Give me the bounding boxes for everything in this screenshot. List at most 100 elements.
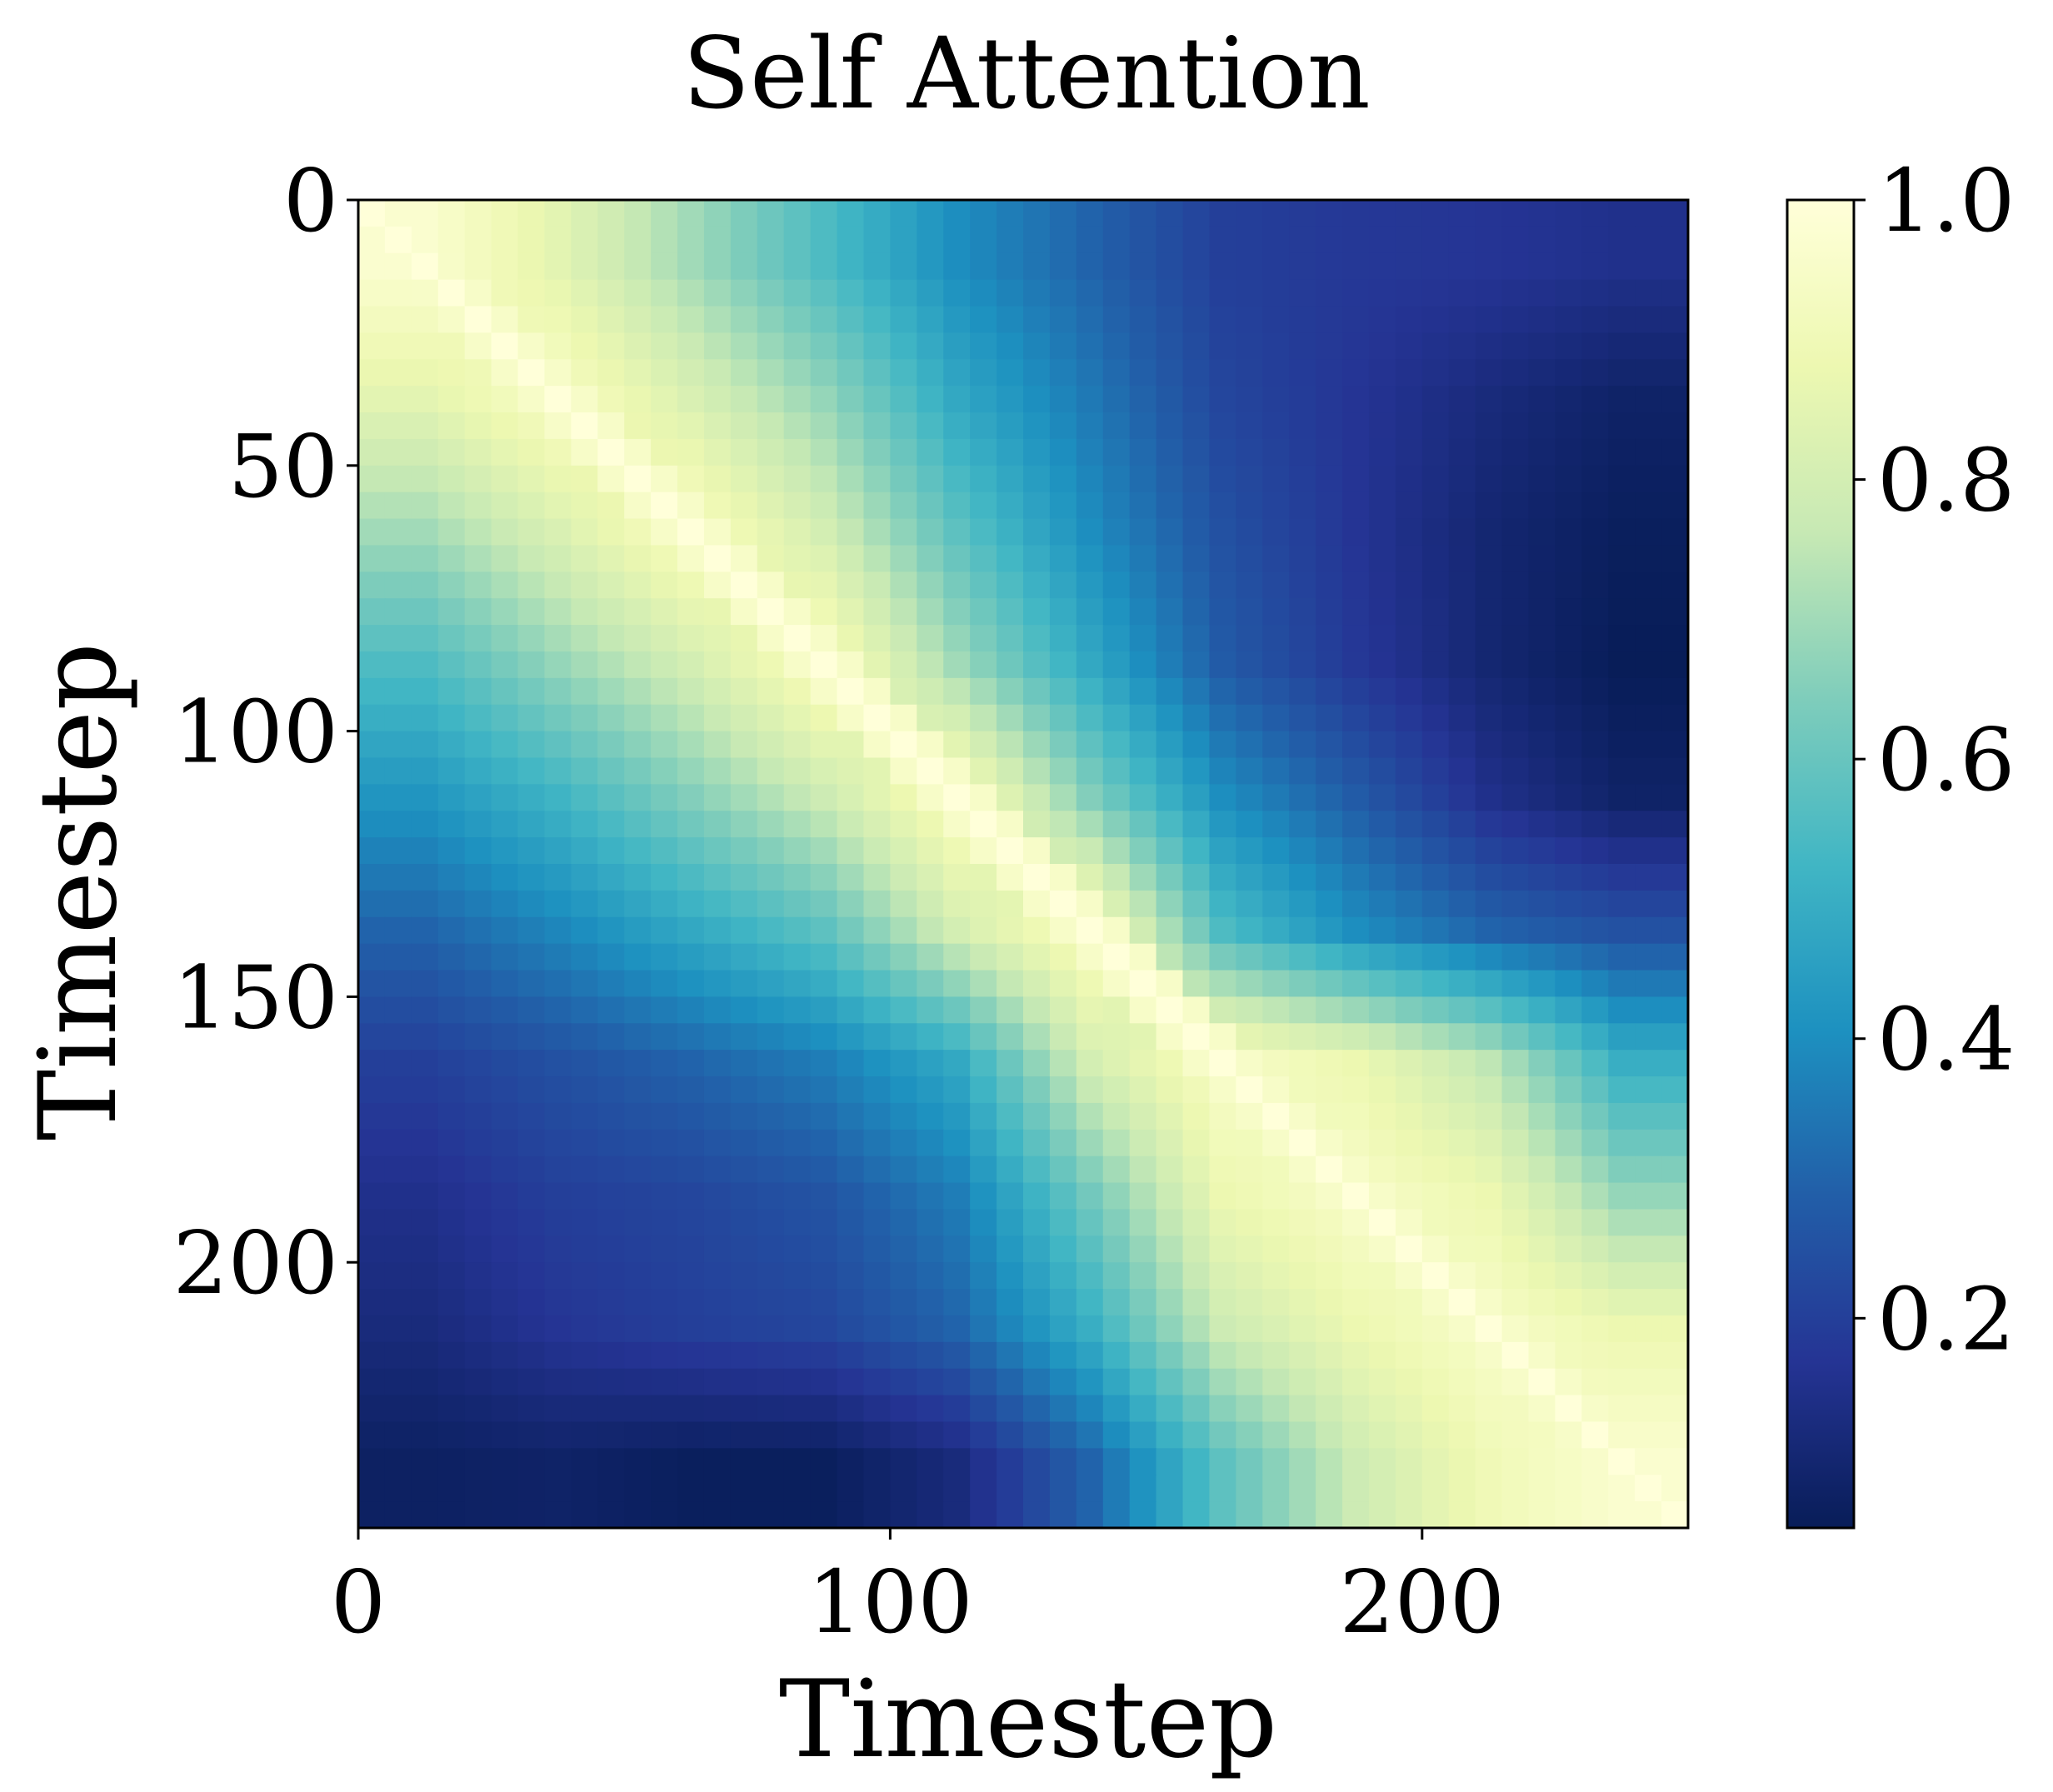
heatmap-cell (1448, 1102, 1476, 1131)
heatmap-cell (491, 386, 519, 413)
heatmap-cell (1555, 1209, 1582, 1236)
heatmap-cell (1635, 1156, 1662, 1184)
heatmap-cell (651, 492, 678, 520)
heatmap-cell (517, 731, 546, 759)
heatmap-cell (651, 1102, 678, 1131)
heatmap-cell (1262, 465, 1290, 493)
heatmap-cell (651, 1023, 678, 1051)
heatmap-cell (810, 1235, 838, 1263)
heatmap-cell (597, 572, 625, 599)
heatmap-cell (837, 279, 865, 307)
heatmap-cell (1342, 518, 1370, 547)
heatmap-cell (917, 200, 944, 227)
heatmap-cell (1236, 598, 1263, 626)
heatmap-cell (757, 412, 785, 440)
heatmap-cell (464, 1315, 492, 1343)
heatmap-cell (1049, 598, 1077, 626)
heatmap-cell (1289, 677, 1316, 706)
heatmap-cell (1635, 837, 1662, 865)
heatmap-cell (597, 1182, 625, 1210)
heatmap-cell (1475, 996, 1503, 1024)
heatmap-cell (651, 332, 678, 360)
heatmap-cell (1501, 970, 1530, 997)
heatmap-cell (384, 996, 412, 1024)
heatmap-cell (783, 306, 812, 333)
heatmap-cell (810, 890, 838, 918)
heatmap-cell (624, 359, 652, 387)
heatmap-cell (730, 916, 758, 945)
heatmap-cell (1182, 386, 1211, 413)
heatmap-cell (437, 890, 466, 918)
heatmap-cell (1421, 677, 1450, 706)
heatmap-cell (917, 1448, 944, 1475)
heatmap-cell (1316, 1209, 1343, 1236)
heatmap-cell (651, 518, 678, 547)
heatmap-cell (1501, 572, 1530, 599)
heatmap-cell (544, 572, 572, 599)
heatmap-cell (1129, 731, 1157, 759)
heatmap-cell (491, 1501, 519, 1528)
heatmap-cell (970, 1341, 997, 1370)
heatmap-cell (757, 970, 785, 997)
heatmap-cell (624, 252, 652, 281)
heatmap-cell (1156, 1023, 1184, 1051)
heatmap-cell (1555, 598, 1582, 626)
heatmap-cell (757, 1395, 785, 1423)
heatmap-cell (1049, 890, 1077, 918)
heatmap-cell (1129, 465, 1157, 493)
heatmap-cell (1316, 677, 1343, 706)
heatmap-cell (571, 1395, 598, 1423)
heatmap-cell (677, 1368, 705, 1396)
heatmap-cell (491, 598, 519, 626)
heatmap-cell (1289, 757, 1316, 785)
heatmap-cell (783, 1501, 812, 1528)
heatmap-cell (358, 572, 386, 599)
heatmap-cell (1236, 1156, 1263, 1184)
heatmap-cell (997, 1501, 1024, 1528)
heatmap-cell (863, 226, 891, 254)
heatmap-cell (544, 651, 572, 679)
heatmap-cell (544, 252, 572, 281)
heatmap-cell (997, 1448, 1024, 1475)
heatmap-cell (384, 1289, 412, 1316)
heatmap-cell (943, 1421, 971, 1449)
heatmap-cell (997, 200, 1024, 227)
heatmap-cell (651, 864, 678, 891)
heatmap-cell (1635, 1262, 1662, 1290)
heatmap-cell (917, 916, 944, 945)
heatmap-cell (1581, 1475, 1609, 1502)
heatmap-cell (1395, 1076, 1423, 1104)
chart-title: Self Attention (682, 16, 1371, 131)
heatmap-cell (624, 412, 652, 440)
heatmap-cell (1182, 359, 1211, 387)
heatmap-cell (1501, 1368, 1530, 1396)
heatmap-cell (1342, 1050, 1370, 1077)
heatmap-cell (1421, 1076, 1450, 1104)
heatmap-cell (703, 1262, 732, 1290)
heatmap-cell (1635, 731, 1662, 759)
heatmap-cell (1023, 731, 1051, 759)
heatmap-cell (411, 572, 439, 599)
heatmap-cell (1129, 1023, 1157, 1051)
heatmap-cell (890, 784, 917, 811)
heatmap-cell (491, 625, 519, 652)
heatmap-cell (970, 1289, 997, 1316)
heatmap-cell (1289, 518, 1316, 547)
heatmap-cell (970, 811, 997, 838)
heatmap-cell (1395, 226, 1423, 254)
heatmap-cell (517, 1395, 546, 1423)
heatmap-cell (1501, 1448, 1530, 1475)
heatmap-cell (571, 811, 598, 838)
heatmap-cell (1448, 1368, 1476, 1396)
heatmap-cell (677, 890, 705, 918)
heatmap-cell (997, 1182, 1024, 1210)
heatmap-cell (1421, 651, 1450, 679)
heatmap-cell (384, 651, 412, 679)
heatmap-cell (1608, 226, 1636, 254)
heatmap-cell (1421, 784, 1450, 811)
heatmap-cell (677, 1182, 705, 1210)
colorbar (1786, 198, 1856, 1530)
heatmap-cell (571, 704, 598, 732)
heatmap-cell (677, 252, 705, 281)
heatmap-cell (1661, 1315, 1688, 1343)
